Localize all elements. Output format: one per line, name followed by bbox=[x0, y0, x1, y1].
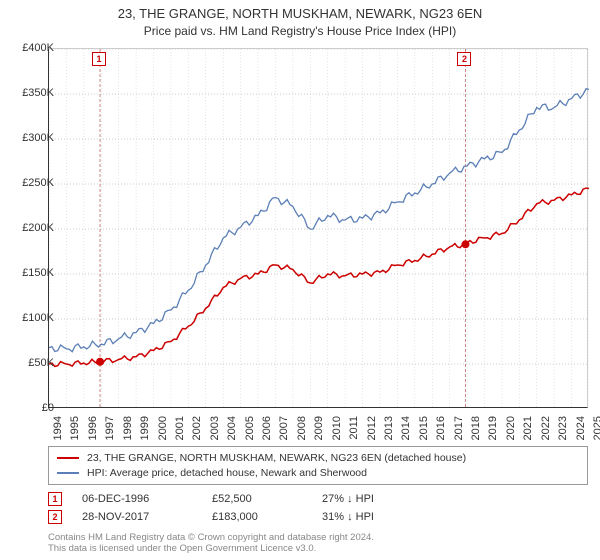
y-tick-label: £250K bbox=[6, 177, 54, 189]
table-row: 1 06-DEC-1996 £52,500 27% ↓ HPI bbox=[48, 490, 588, 508]
sale-marker-icon: 1 bbox=[48, 492, 62, 506]
x-tick-label: 2000 bbox=[157, 416, 169, 440]
x-tick-label: 2024 bbox=[575, 416, 587, 440]
sale-delta: 31% ↓ HPI bbox=[322, 511, 412, 523]
x-tick-label: 1997 bbox=[104, 416, 116, 440]
line-plot-svg bbox=[49, 49, 589, 409]
y-tick-label: £400K bbox=[6, 42, 54, 54]
sale-price: £183,000 bbox=[212, 511, 302, 523]
y-tick-label: £50K bbox=[6, 357, 54, 369]
y-tick-label: £150K bbox=[6, 267, 54, 279]
legend-swatch-icon bbox=[57, 472, 79, 474]
sale-delta: 27% ↓ HPI bbox=[322, 493, 412, 505]
x-tick-label: 1996 bbox=[87, 416, 99, 440]
x-tick-label: 2016 bbox=[435, 416, 447, 440]
x-tick-label: 2002 bbox=[191, 416, 203, 440]
footnote: Contains HM Land Registry data © Crown c… bbox=[48, 532, 588, 555]
x-tick-label: 2012 bbox=[366, 416, 378, 440]
x-tick-label: 2001 bbox=[174, 416, 186, 440]
sale-marker-icon: 2 bbox=[48, 510, 62, 524]
x-tick-label: 2017 bbox=[453, 416, 465, 440]
y-tick-label: £350K bbox=[6, 87, 54, 99]
x-tick-label: 2006 bbox=[261, 416, 273, 440]
sale-date: 06-DEC-1996 bbox=[82, 493, 192, 505]
legend: 23, THE GRANGE, NORTH MUSKHAM, NEWARK, N… bbox=[48, 446, 588, 485]
chart-subtitle: Price paid vs. HM Land Registry's House … bbox=[0, 22, 600, 38]
series-line-hpi bbox=[49, 89, 589, 352]
legend-swatch-icon bbox=[57, 457, 79, 459]
x-tick-label: 1995 bbox=[69, 416, 81, 440]
legend-item-hpi: HPI: Average price, detached house, Newa… bbox=[57, 466, 579, 481]
x-tick-label: 2008 bbox=[296, 416, 308, 440]
y-tick-label: £0 bbox=[6, 402, 54, 414]
x-tick-label: 2004 bbox=[226, 416, 238, 440]
legend-label: 23, THE GRANGE, NORTH MUSKHAM, NEWARK, N… bbox=[87, 451, 466, 466]
x-tick-label: 2018 bbox=[470, 416, 482, 440]
marker-annotation-icon: 2 bbox=[457, 52, 471, 66]
legend-item-property: 23, THE GRANGE, NORTH MUSKHAM, NEWARK, N… bbox=[57, 451, 579, 466]
x-tick-label: 2019 bbox=[487, 416, 499, 440]
x-tick-label: 1998 bbox=[122, 416, 134, 440]
x-tick-label: 1994 bbox=[52, 416, 64, 440]
chart-title: 23, THE GRANGE, NORTH MUSKHAM, NEWARK, N… bbox=[0, 0, 600, 22]
x-tick-label: 2025 bbox=[592, 416, 600, 440]
y-tick-label: £300K bbox=[6, 132, 54, 144]
sale-price: £52,500 bbox=[212, 493, 302, 505]
sales-table: 1 06-DEC-1996 £52,500 27% ↓ HPI 2 28-NOV… bbox=[48, 490, 588, 526]
footnote-line: This data is licensed under the Open Gov… bbox=[48, 543, 588, 554]
marker-annotation-icon: 1 bbox=[92, 52, 106, 66]
x-tick-label: 2023 bbox=[557, 416, 569, 440]
x-tick-label: 2010 bbox=[331, 416, 343, 440]
x-tick-label: 2014 bbox=[400, 416, 412, 440]
footnote-line: Contains HM Land Registry data © Crown c… bbox=[48, 532, 588, 543]
x-tick-label: 2011 bbox=[348, 416, 360, 440]
x-tick-label: 2021 bbox=[522, 416, 534, 440]
x-tick-label: 2013 bbox=[383, 416, 395, 440]
x-tick-label: 2007 bbox=[278, 416, 290, 440]
figure: 23, THE GRANGE, NORTH MUSKHAM, NEWARK, N… bbox=[0, 0, 600, 560]
legend-label: HPI: Average price, detached house, Newa… bbox=[87, 466, 367, 481]
x-tick-label: 2003 bbox=[209, 416, 221, 440]
y-tick-label: £100K bbox=[6, 312, 54, 324]
x-tick-label: 2015 bbox=[418, 416, 430, 440]
x-tick-label: 2005 bbox=[244, 416, 256, 440]
y-tick-label: £200K bbox=[6, 222, 54, 234]
x-tick-label: 2022 bbox=[540, 416, 552, 440]
series-line-property bbox=[49, 188, 589, 366]
x-tick-label: 2020 bbox=[505, 416, 517, 440]
x-tick-label: 1999 bbox=[139, 416, 151, 440]
sale-date: 28-NOV-2017 bbox=[82, 511, 192, 523]
x-tick-label: 2009 bbox=[313, 416, 325, 440]
plot-area bbox=[48, 48, 588, 408]
table-row: 2 28-NOV-2017 £183,000 31% ↓ HPI bbox=[48, 508, 588, 526]
